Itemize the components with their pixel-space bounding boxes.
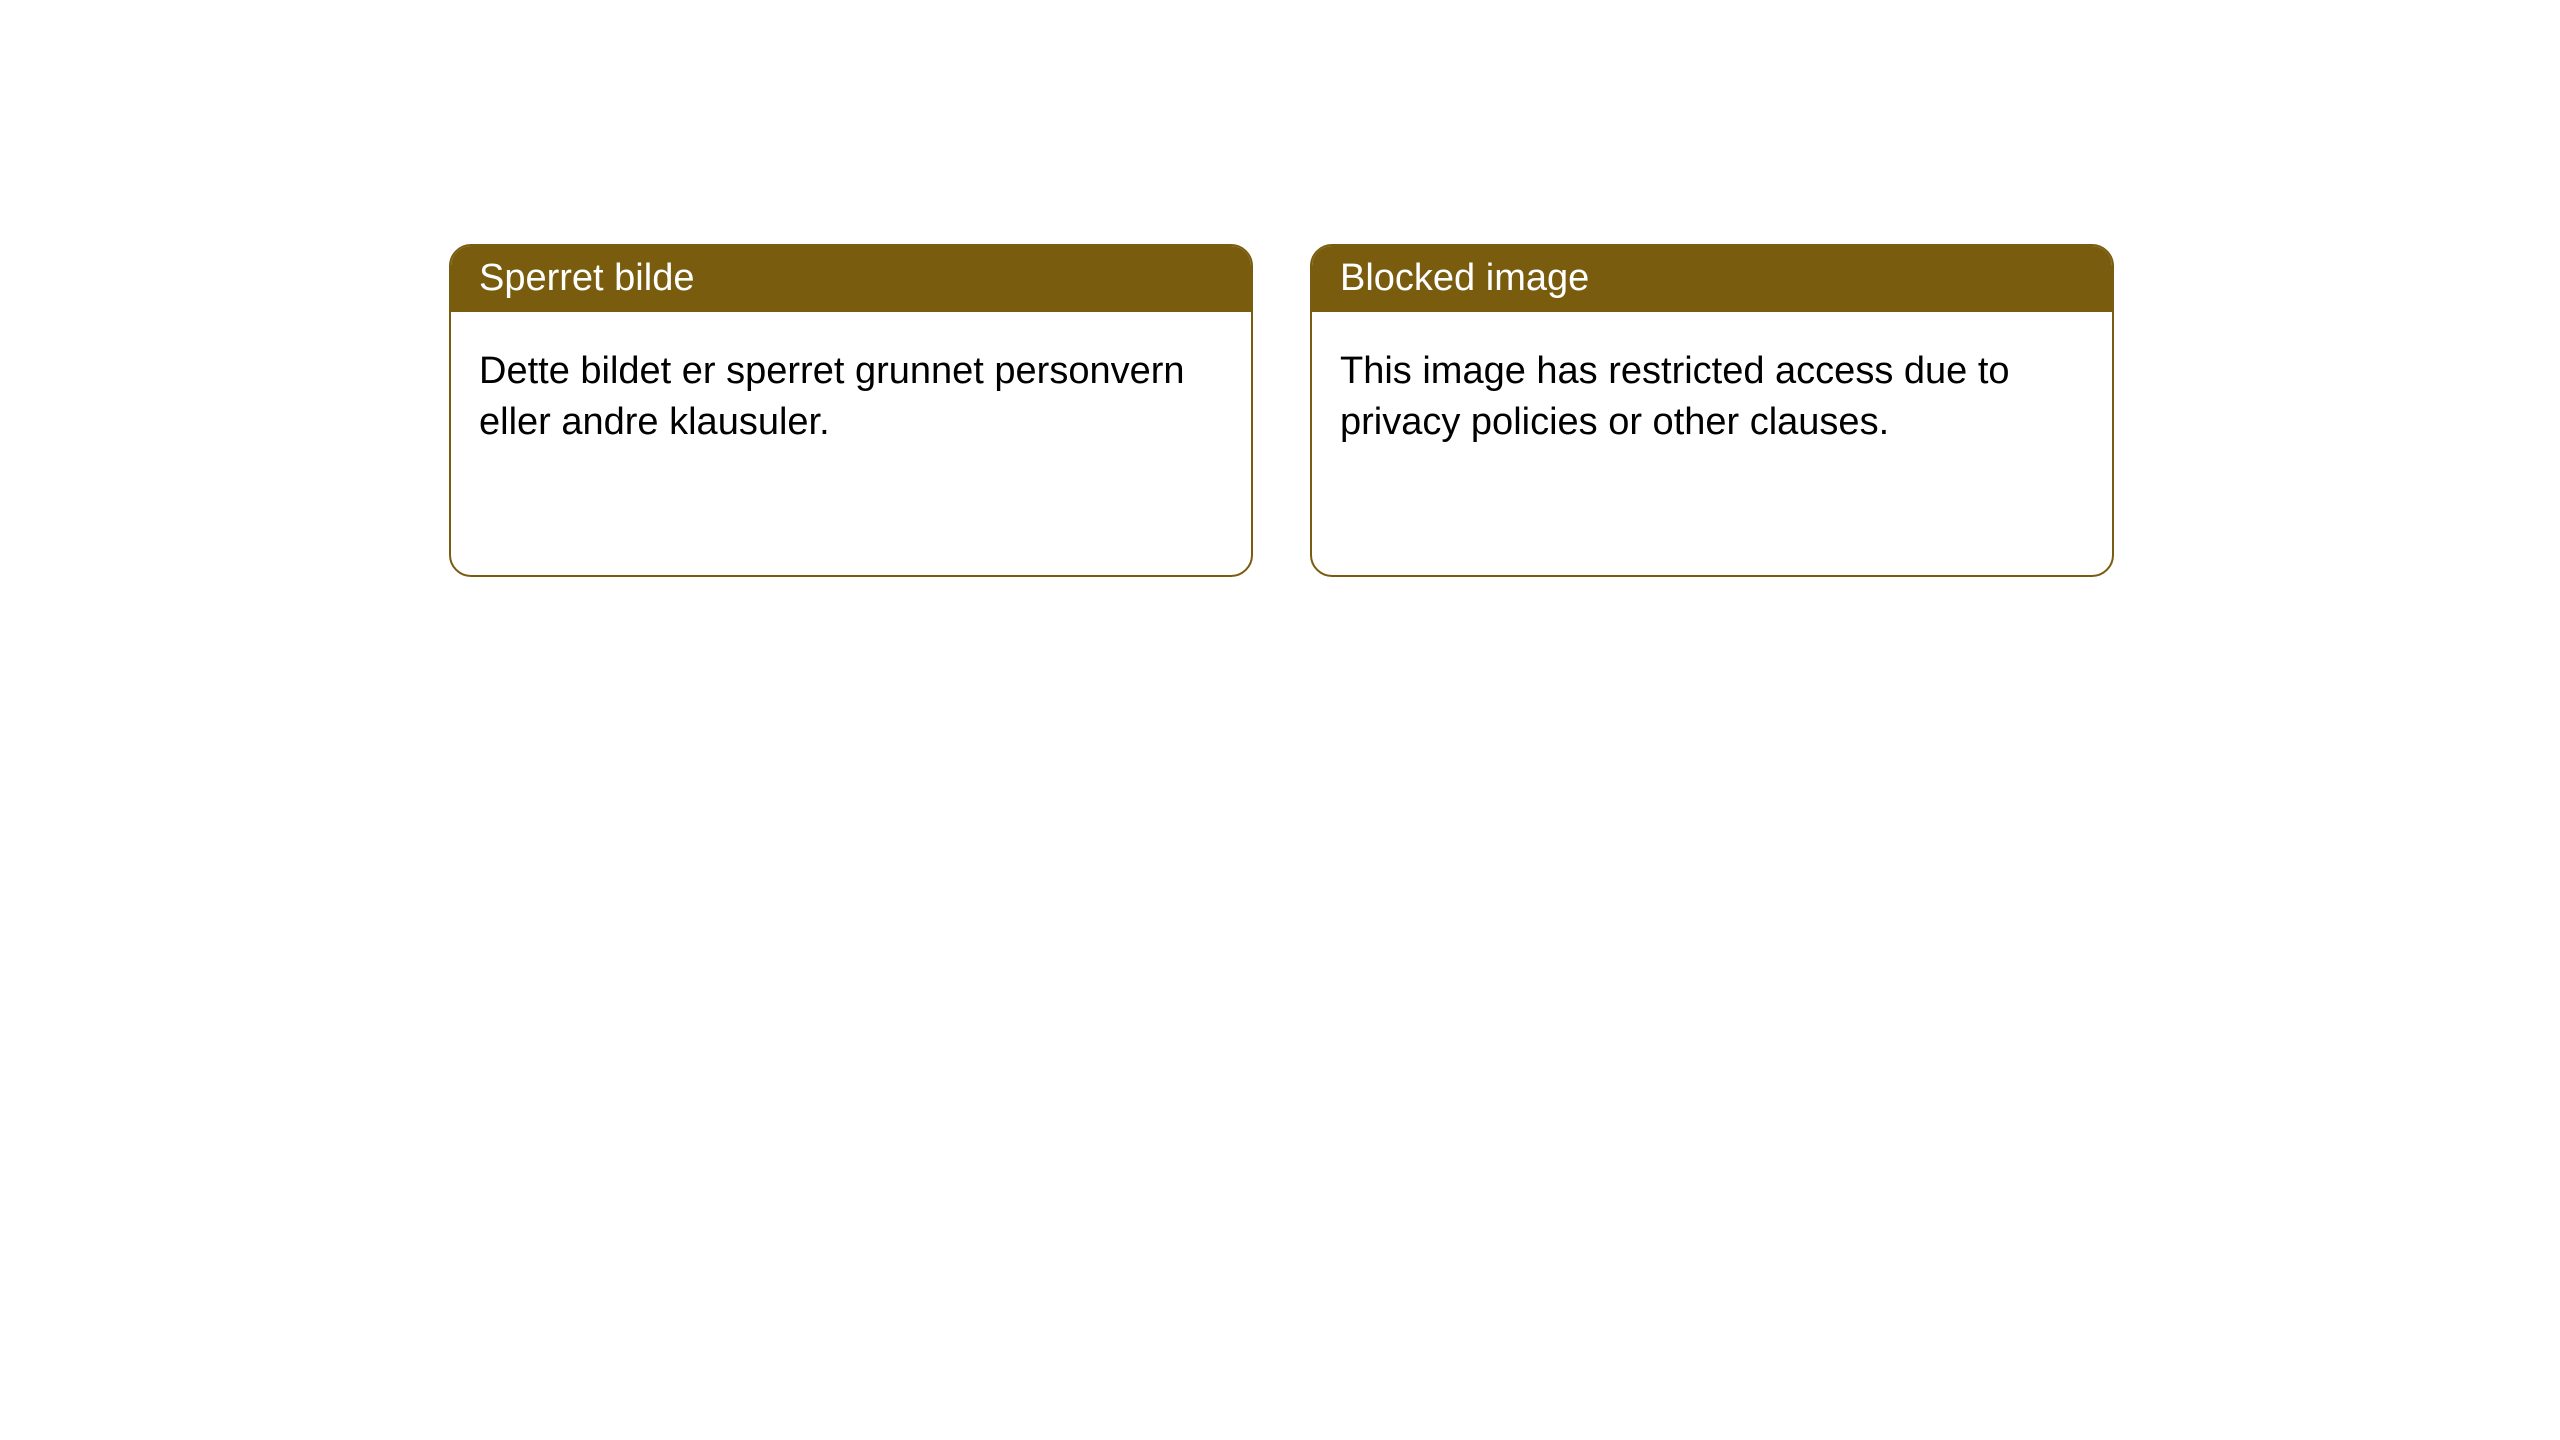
notice-body-english: This image has restricted access due to … xyxy=(1312,312,2112,477)
notice-body-norwegian: Dette bildet er sperret grunnet personve… xyxy=(451,312,1251,477)
notice-card-english: Blocked image This image has restricted … xyxy=(1310,244,2114,577)
notice-title-norwegian: Sperret bilde xyxy=(451,246,1251,312)
notice-card-norwegian: Sperret bilde Dette bildet er sperret gr… xyxy=(449,244,1253,577)
notice-container: Sperret bilde Dette bildet er sperret gr… xyxy=(0,0,2560,577)
notice-title-english: Blocked image xyxy=(1312,246,2112,312)
